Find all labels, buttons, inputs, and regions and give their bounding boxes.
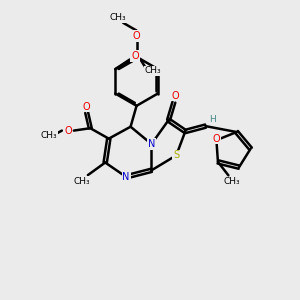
Text: O: O <box>131 51 139 61</box>
Text: H: H <box>209 115 215 124</box>
Text: O: O <box>133 31 140 41</box>
Text: N: N <box>122 172 130 182</box>
Text: S: S <box>173 150 179 161</box>
Text: O: O <box>172 91 179 101</box>
Text: CH₃: CH₃ <box>223 177 240 186</box>
Text: CH₃: CH₃ <box>40 131 57 140</box>
Text: O: O <box>64 126 72 136</box>
Text: N: N <box>148 139 155 149</box>
Text: CH₃: CH₃ <box>73 177 90 186</box>
Text: CH₃: CH₃ <box>110 13 126 22</box>
Text: O: O <box>83 102 91 112</box>
Text: CH₃: CH₃ <box>144 66 161 75</box>
Text: O: O <box>213 134 220 144</box>
